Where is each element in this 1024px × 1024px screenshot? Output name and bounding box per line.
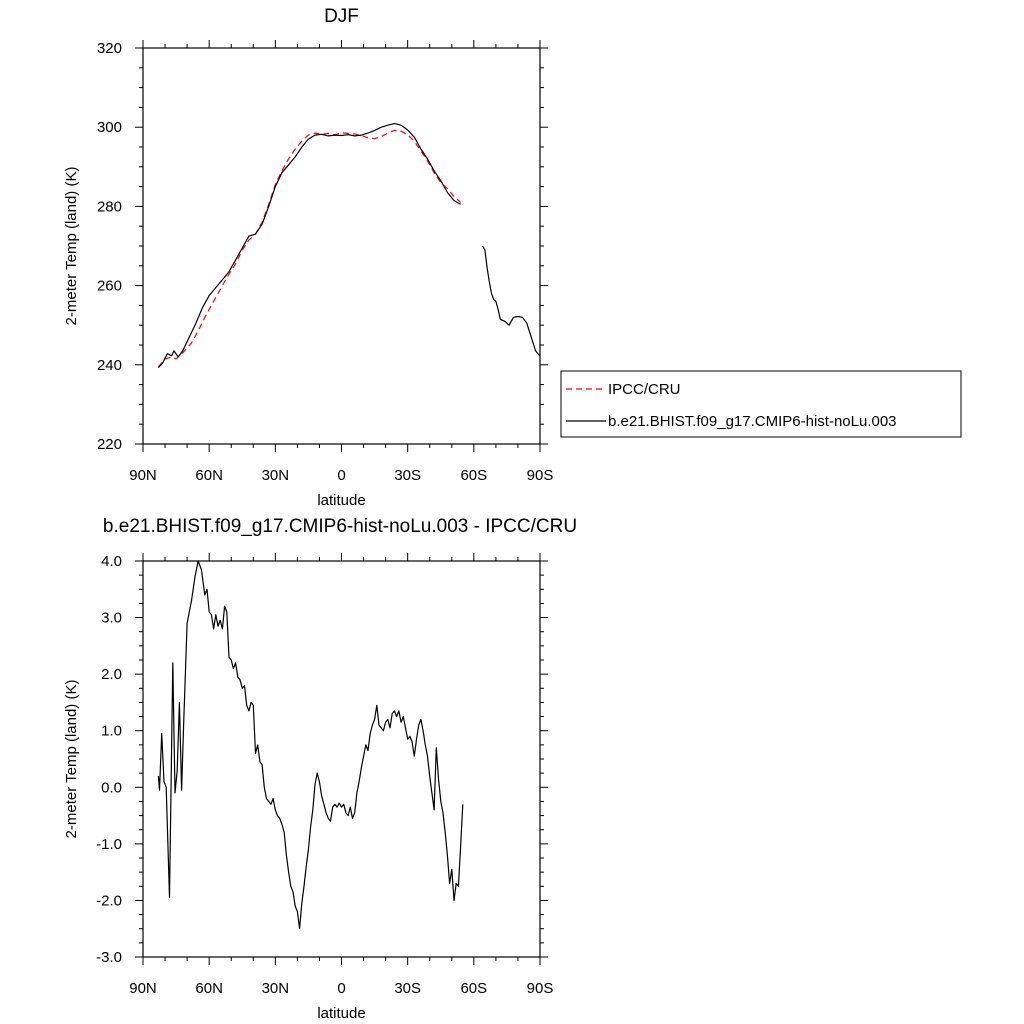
y-tick-label: -2.0 bbox=[96, 892, 122, 909]
x-tick-label: 30N bbox=[262, 980, 290, 997]
y-tick-label: 220 bbox=[97, 436, 122, 453]
legend-label: IPCC/CRU bbox=[608, 381, 681, 398]
y-tick-label: 280 bbox=[97, 198, 122, 215]
y-tick-label: 3.0 bbox=[101, 610, 122, 627]
series-line-model-seg0 bbox=[157, 123, 461, 369]
chart-panel-2: 90N 60N 30N 0 30S 60S 90S -3.0 -2.0 -1.0 0.0 1.0 2.0… bbox=[63, 516, 577, 1022]
legend-box bbox=[560, 370, 962, 438]
series-line-obs-seg0 bbox=[157, 129, 461, 368]
x-tick-label: 90N bbox=[129, 467, 157, 484]
x-tick-label: 90S bbox=[527, 980, 554, 997]
y-tick-label: 260 bbox=[97, 278, 122, 295]
y-tick-label: -1.0 bbox=[96, 836, 122, 853]
x-tick-label: 90S bbox=[527, 467, 554, 484]
x-tick-label: 60N bbox=[195, 980, 223, 997]
x-tick-label: 90N bbox=[129, 980, 157, 997]
y-tick-label: -3.0 bbox=[96, 949, 122, 966]
y-axis-label: 2-meter Temp (land) (K) bbox=[63, 680, 80, 839]
y-tick-label: 2.0 bbox=[101, 666, 122, 683]
series-line-model-seg0 bbox=[157, 560, 464, 930]
x-tick-label: 30S bbox=[394, 980, 421, 997]
x-tick-label: 60N bbox=[195, 467, 223, 484]
y-tick-label: 240 bbox=[97, 357, 122, 374]
x-tick-label: 30S bbox=[394, 467, 421, 484]
x-axis-label: latitude bbox=[317, 1005, 365, 1022]
x-tick-label: 30N bbox=[262, 467, 290, 484]
legend-label: b.e21.BHIST.f09_g17.CMIP6-hist-noLu.003 bbox=[608, 413, 897, 430]
y-tick-label: 320 bbox=[97, 40, 122, 57]
y-tick-label: 300 bbox=[97, 119, 122, 136]
y-axis-label: 2-meter Temp (land) (K) bbox=[63, 167, 80, 326]
plot-frame bbox=[142, 47, 541, 445]
x-tick-label: 0 bbox=[337, 467, 345, 484]
series-line-model-seg1 bbox=[482, 245, 541, 357]
chart-panel-1: 90N 60N 30N 0 30S 60S 90S 220 240 260 280 300 320 DJF… bbox=[63, 6, 553, 509]
plot-frame bbox=[142, 560, 541, 958]
x-tick-label: 60S bbox=[460, 980, 487, 997]
y-tick-label: 4.0 bbox=[101, 553, 122, 570]
chart-title: b.e21.BHIST.f09_g17.CMIP6-hist-noLu.003 … bbox=[103, 516, 577, 537]
x-tick-label: 0 bbox=[337, 980, 345, 997]
chart-title: DJF bbox=[324, 6, 359, 27]
y-tick-label: 1.0 bbox=[101, 723, 122, 740]
y-tick-label: 0.0 bbox=[101, 779, 122, 796]
legend: IPCC/CRU b.e21.BHIST.f09_g17.CMIP6-hist-n… bbox=[560, 370, 962, 438]
x-tick-label: 60S bbox=[460, 467, 487, 484]
x-axis-label: latitude bbox=[317, 492, 365, 509]
